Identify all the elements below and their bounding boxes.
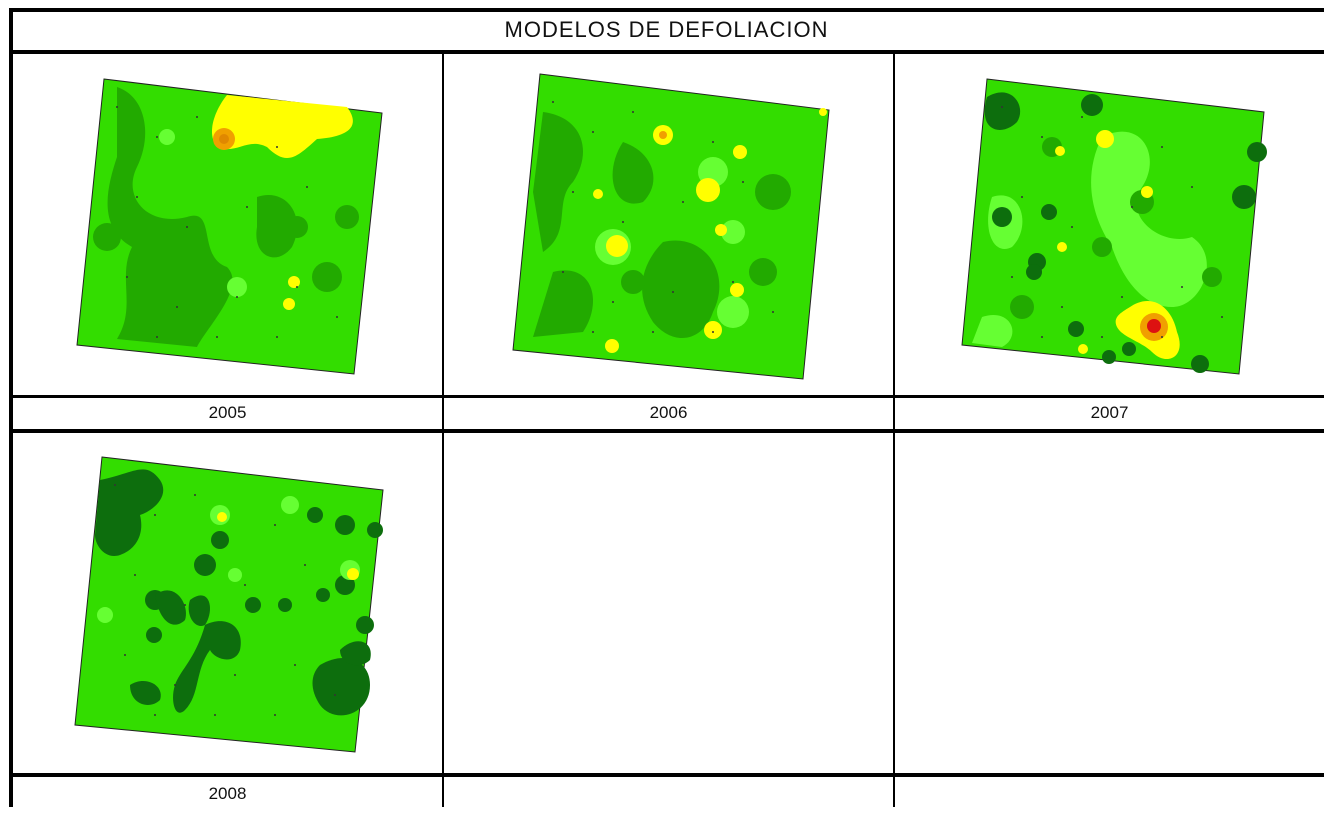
sample-point	[672, 291, 674, 293]
sample-point	[742, 181, 744, 183]
map-2008-yellow-spots	[217, 512, 359, 580]
sample-point	[1061, 306, 1063, 308]
sample-point	[234, 674, 236, 676]
sample-point	[306, 186, 308, 188]
map-2007-darkest-zones	[984, 92, 1267, 373]
row1-divider	[9, 395, 1324, 398]
defoliation-map-2006	[512, 73, 830, 380]
sample-point	[712, 141, 714, 143]
sample-point	[1181, 286, 1183, 288]
col-divider-1	[442, 53, 444, 807]
sample-point	[772, 311, 774, 313]
sample-point	[336, 316, 338, 318]
sample-point	[276, 336, 278, 338]
defoliation-table: MODELOS DE DEFOLIACION 2005 2006 2007 20…	[9, 8, 1324, 818]
map-2008-darkest-zones	[95, 469, 383, 716]
table-border-top	[9, 8, 1324, 12]
sample-point	[184, 604, 186, 606]
sample-point	[652, 331, 654, 333]
year-label-2005: 2005	[208, 403, 247, 422]
defoliation-map-2007	[961, 78, 1267, 375]
sample-point	[176, 306, 178, 308]
sample-point	[1041, 336, 1043, 338]
sample-point	[154, 714, 156, 716]
sample-point	[1161, 146, 1163, 148]
sample-point	[126, 276, 128, 278]
sample-point	[622, 221, 624, 223]
sample-point	[244, 584, 246, 586]
sample-point	[296, 286, 298, 288]
sample-point	[682, 201, 684, 203]
map-2006-dark-zones	[533, 112, 791, 339]
sample-point	[712, 331, 714, 333]
map-2005-yellow-zone	[211, 95, 353, 159]
sample-point	[572, 191, 574, 193]
sample-point	[186, 226, 188, 228]
sample-point	[1131, 206, 1133, 208]
year-label-2008: 2008	[208, 784, 247, 803]
sample-point	[114, 484, 116, 486]
sample-point	[334, 694, 336, 696]
sample-point	[214, 714, 216, 716]
sample-point	[1041, 136, 1043, 138]
year-label-2006: 2006	[649, 403, 688, 422]
table-border-left	[9, 8, 13, 807]
title-divider	[9, 50, 1324, 54]
sample-point	[136, 196, 138, 198]
sample-point	[124, 654, 126, 656]
sample-point	[1001, 106, 1003, 108]
sample-point	[1071, 226, 1073, 228]
sample-point	[1121, 296, 1123, 298]
sample-point	[216, 336, 218, 338]
defoliation-map-2008	[74, 456, 384, 753]
sample-point	[304, 564, 306, 566]
sample-point	[1161, 336, 1163, 338]
sample-point	[194, 494, 196, 496]
map-2005-dark-zones	[93, 87, 359, 347]
sample-point	[156, 136, 158, 138]
sample-point	[612, 301, 614, 303]
sample-point	[1101, 336, 1103, 338]
sample-point	[592, 131, 594, 133]
table-title: MODELOS DE DEFOLIACION	[504, 16, 829, 42]
sample-point	[1191, 186, 1193, 188]
row2-divider	[9, 429, 1324, 433]
map-2006-yellow-spots	[593, 108, 827, 353]
map-2005-light-zones	[159, 129, 247, 297]
sample-point	[732, 281, 734, 283]
map-2005-yellow-spot	[288, 276, 300, 288]
sample-point	[552, 101, 554, 103]
sample-point	[1081, 116, 1083, 118]
map-2007-red-spot	[1147, 319, 1161, 333]
sample-point	[562, 271, 564, 273]
defoliation-map-2005	[76, 78, 383, 375]
sample-point	[236, 296, 238, 298]
row3-divider	[9, 773, 1324, 777]
sample-point	[592, 331, 594, 333]
sample-point	[154, 514, 156, 516]
col-divider-2	[893, 53, 895, 807]
sample-point	[156, 336, 158, 338]
sample-point	[632, 111, 634, 113]
sample-point	[274, 524, 276, 526]
sample-point	[174, 684, 176, 686]
sample-point	[134, 574, 136, 576]
sample-point	[1011, 276, 1013, 278]
sample-point	[276, 146, 278, 148]
map-2005-yellow-spot	[283, 298, 295, 310]
sample-point	[1221, 316, 1223, 318]
sample-point	[274, 714, 276, 716]
sample-point	[1021, 196, 1023, 198]
sample-point	[116, 106, 118, 108]
sample-point	[246, 206, 248, 208]
sample-point	[196, 116, 198, 118]
sample-point	[294, 664, 296, 666]
year-label-2007: 2007	[1090, 403, 1129, 422]
